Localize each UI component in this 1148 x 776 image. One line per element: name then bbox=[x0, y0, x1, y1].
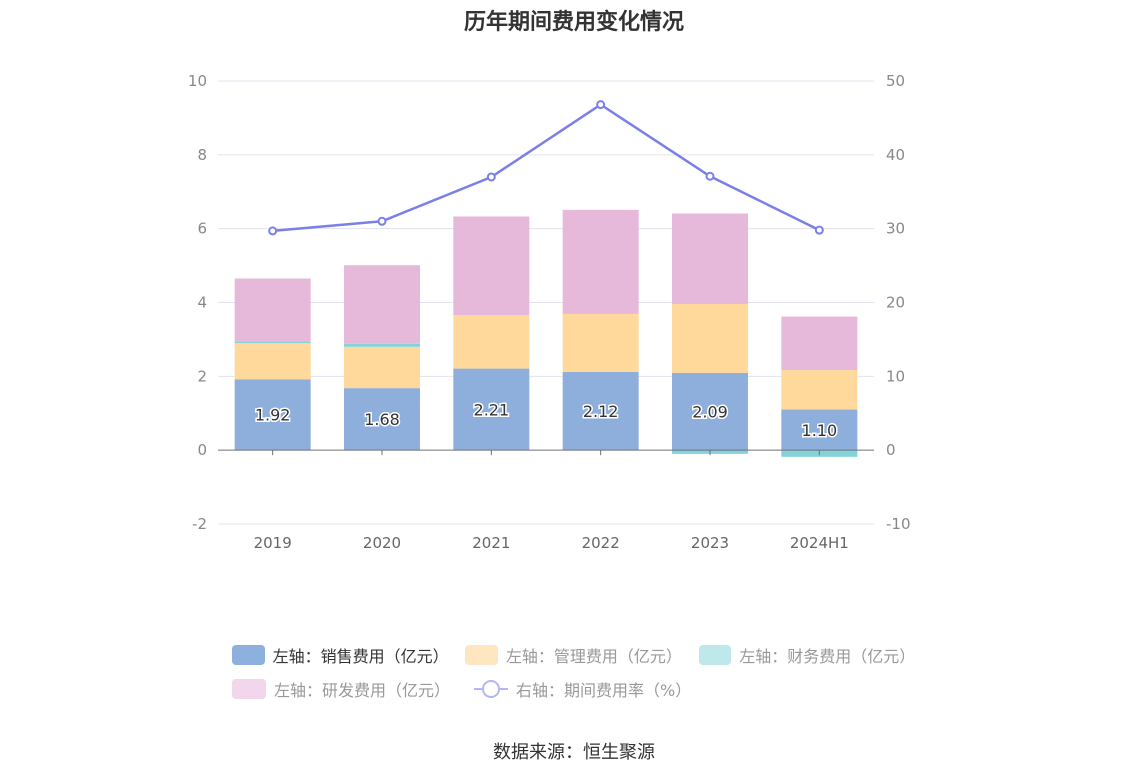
right-tick-label: 0 bbox=[886, 441, 896, 459]
bar-segment-1-2022 bbox=[562, 313, 639, 372]
bar-segment-0-2020 bbox=[344, 388, 420, 451]
legend-item-admin[interactable]: 左轴：管理费用（亿元） bbox=[465, 643, 682, 667]
bar-segment-3-2020 bbox=[344, 265, 420, 344]
legend-label-expense-rate: 右轴：期间费用率（%） bbox=[516, 681, 692, 700]
legend-swatch-sales bbox=[232, 645, 265, 665]
legend-row-2: 左轴：研发费用（亿元） 右轴：期间费用率（%） bbox=[232, 672, 932, 706]
bar-segment-3-2021 bbox=[453, 216, 530, 316]
expense-rate-point bbox=[814, 225, 824, 235]
legend-swatch-admin bbox=[465, 645, 498, 665]
bar-segment-2-2019 bbox=[234, 342, 311, 344]
x-category-label: 2021 bbox=[472, 534, 510, 552]
legend-swatch-rnd bbox=[232, 679, 266, 699]
right-tick-label: 10 bbox=[886, 367, 905, 385]
bar-value-label: 1.10 bbox=[802, 421, 838, 440]
bar-segment-3-2024H1 bbox=[781, 316, 858, 371]
expense-rate-point bbox=[268, 226, 278, 236]
legend-item-expense-rate[interactable]: 右轴：期间费用率（%） bbox=[474, 677, 691, 701]
right-tick-label: 50 bbox=[886, 72, 905, 90]
right-tick-label: 30 bbox=[886, 220, 905, 238]
x-category-label: 2023 bbox=[691, 534, 729, 552]
expense-rate-point bbox=[705, 171, 715, 181]
bar-value-label: 2.09 bbox=[692, 403, 728, 422]
legend-item-rnd[interactable]: 左轴：研发费用（亿元） bbox=[232, 677, 450, 701]
bar-value-label: 1.68 bbox=[364, 410, 400, 429]
right-tick-label: 40 bbox=[886, 146, 905, 164]
x-category-label: 2020 bbox=[363, 534, 401, 552]
bar-segment-1-2019 bbox=[234, 343, 311, 380]
bar-segment-1-2020 bbox=[344, 346, 420, 389]
expense-rate-line bbox=[272, 103, 820, 233]
left-tick-label: 4 bbox=[197, 294, 207, 312]
left-tick-label: -2 bbox=[192, 515, 207, 533]
legend-item-finance[interactable]: 左轴：财务费用（亿元） bbox=[698, 643, 916, 667]
bar-segment-0-2019 bbox=[234, 379, 311, 451]
bar-segment-0-2022 bbox=[562, 371, 639, 451]
left-tick-label: 0 bbox=[197, 441, 207, 459]
legend: 左轴：销售费用（亿元） 左轴：管理费用（亿元） 左轴：财务费用（亿元） 左轴：研… bbox=[232, 638, 932, 706]
left-tick-label: 10 bbox=[188, 72, 207, 90]
bar-segment-0-2024H1 bbox=[781, 409, 858, 451]
legend-item-sales[interactable]: 左轴：销售费用（亿元） bbox=[232, 643, 449, 667]
bar-segment-1-2024H1 bbox=[781, 370, 858, 410]
x-category-label: 2019 bbox=[254, 534, 292, 552]
right-tick-label: 20 bbox=[886, 294, 905, 312]
x-category-label: 2022 bbox=[582, 534, 620, 552]
chart-title: 历年期间费用变化情况 bbox=[463, 10, 684, 35]
right-tick-label: -10 bbox=[886, 515, 911, 533]
bar-value-label: 2.21 bbox=[474, 400, 510, 419]
expense-rate-point bbox=[377, 216, 387, 226]
bar-segment-0-2023 bbox=[672, 373, 748, 451]
legend-label-finance: 左轴：财务费用（亿元） bbox=[739, 647, 916, 666]
left-tick-label: 6 bbox=[197, 220, 207, 238]
left-tick-label: 2 bbox=[197, 367, 207, 385]
chart-canvas: -2 0 2 4 6 8 10 -10 0 10 20 30 40 50 1.92 1.68 2.21 2.12 2… bbox=[188, 72, 911, 552]
bar-value-label: 1.92 bbox=[255, 406, 291, 425]
bar-segment-2-2020 bbox=[344, 343, 420, 347]
bar-segment-1-2023 bbox=[672, 303, 748, 374]
legend-line-swatch-icon bbox=[474, 679, 509, 699]
bar-segment-3-2019 bbox=[234, 278, 311, 343]
bar-segment-3-2022 bbox=[562, 209, 639, 314]
bar-segment-1-2021 bbox=[453, 315, 530, 369]
data-source: 数据来源：恒生聚源 bbox=[493, 742, 655, 763]
left-tick-label: 8 bbox=[197, 146, 207, 164]
legend-label-sales: 左轴：销售费用（亿元） bbox=[272, 647, 449, 666]
legend-row-1: 左轴：销售费用（亿元） 左轴：管理费用（亿元） 左轴：财务费用（亿元） bbox=[232, 638, 932, 672]
legend-label-admin: 左轴：管理费用（亿元） bbox=[505, 647, 682, 666]
x-category-label: 2024H1 bbox=[790, 534, 849, 552]
legend-label-rnd: 左轴：研发费用（亿元） bbox=[274, 681, 451, 700]
bar-value-label: 2.12 bbox=[583, 402, 619, 421]
bar-segment-3-2023 bbox=[672, 213, 748, 304]
bar-segment-0-2021 bbox=[453, 368, 530, 451]
legend-swatch-finance bbox=[698, 645, 732, 665]
expense-rate-point bbox=[596, 100, 606, 110]
expense-rate-point bbox=[486, 172, 496, 182]
